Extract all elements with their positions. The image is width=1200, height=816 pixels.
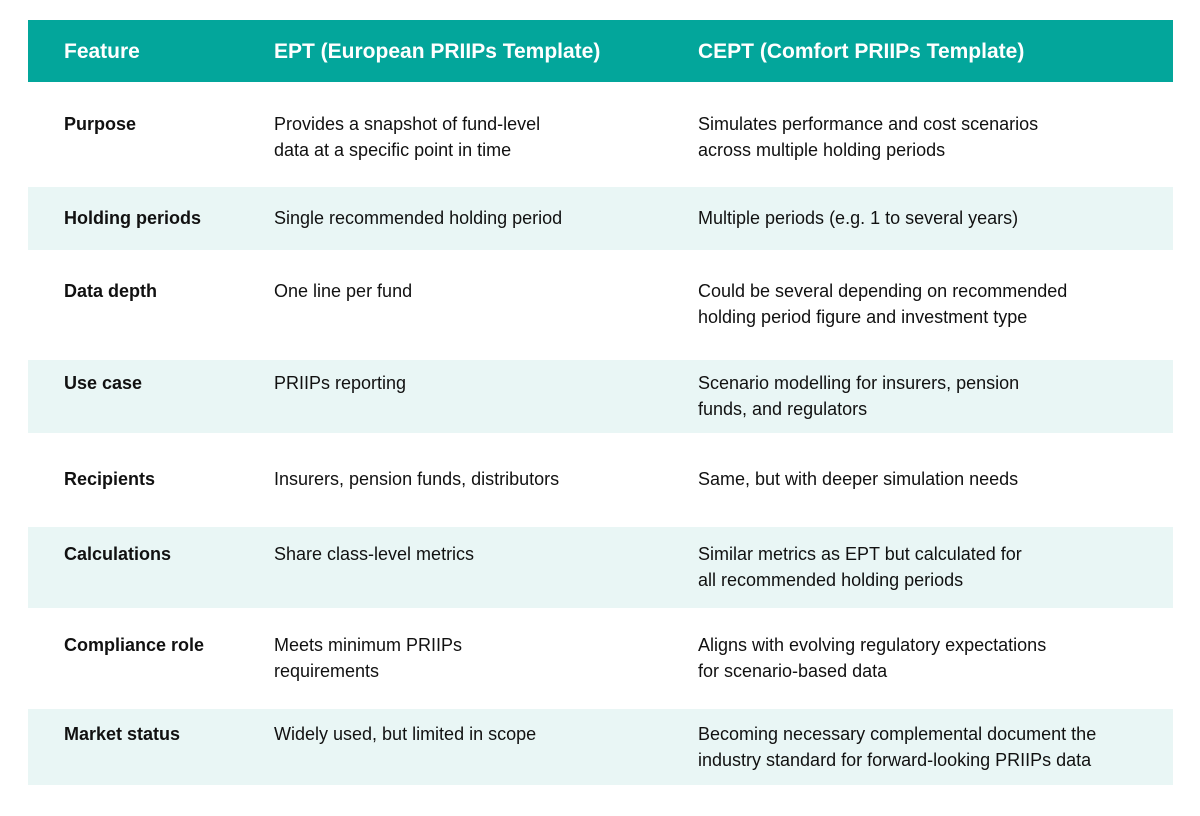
row-ept: Provides a snapshot of fund-level data a… bbox=[274, 114, 541, 160]
row-cept: Simulates performance and cost scenarios… bbox=[698, 114, 1039, 160]
table-row: Purpose Provides a snapshot of fund-leve… bbox=[28, 82, 1173, 187]
header-feature: Feature bbox=[64, 40, 140, 63]
row-cept: Similar metrics as EPT but calculated fo… bbox=[698, 544, 1022, 590]
header-cept: CEPT (Comfort PRIIPs Template) bbox=[698, 40, 1025, 63]
row-ept: Single recommended holding period bbox=[274, 208, 563, 228]
table-row: Recipients Insurers, pension funds, dist… bbox=[28, 433, 1173, 527]
row-ept: One line per fund bbox=[274, 281, 413, 301]
table-row: Data depth One line per fund Could be se… bbox=[28, 250, 1173, 360]
table-row: Compliance role Meets minimum PRIIPs req… bbox=[28, 608, 1173, 709]
table-row: Holding periods Single recommended holdi… bbox=[28, 187, 1173, 250]
row-feature: Market status bbox=[64, 724, 181, 744]
header-ept: EPT (European PRIIPs Template) bbox=[274, 40, 601, 63]
row-feature: Calculations bbox=[64, 544, 172, 564]
row-cept: Scenario modelling for insurers, pension… bbox=[698, 373, 1020, 419]
row-feature: Compliance role bbox=[64, 635, 205, 655]
row-feature: Purpose bbox=[64, 114, 137, 134]
row-cept: Multiple periods (e.g. 1 to several year… bbox=[698, 208, 1019, 228]
row-ept: Insurers, pension funds, distributors bbox=[274, 469, 560, 489]
comparison-table: Feature EPT (European PRIIPs Template) C… bbox=[28, 20, 1173, 785]
row-ept: Share class-level metrics bbox=[274, 544, 475, 564]
row-ept: Meets minimum PRIIPs requirements bbox=[274, 635, 463, 681]
row-cept: Becoming necessary complemental document… bbox=[698, 724, 1097, 770]
table-row: Market status Widely used, but limited i… bbox=[28, 709, 1173, 785]
row-feature: Recipients bbox=[64, 469, 156, 489]
row-cept: Aligns with evolving regulatory expectat… bbox=[698, 635, 1047, 681]
row-cept: Could be several depending on recommende… bbox=[698, 281, 1068, 327]
table-header-row: Feature EPT (European PRIIPs Template) C… bbox=[28, 20, 1173, 82]
row-feature: Use case bbox=[64, 373, 143, 393]
table-row: Calculations Share class-level metrics S… bbox=[28, 527, 1173, 608]
row-ept: PRIIPs reporting bbox=[274, 373, 407, 393]
row-feature: Holding periods bbox=[64, 208, 201, 228]
row-cept: Same, but with deeper simulation needs bbox=[698, 469, 1019, 489]
row-ept: Widely used, but limited in scope bbox=[274, 724, 537, 744]
row-feature: Data depth bbox=[64, 281, 158, 301]
table-row: Use case PRIIPs reporting Scenario model… bbox=[28, 360, 1173, 433]
